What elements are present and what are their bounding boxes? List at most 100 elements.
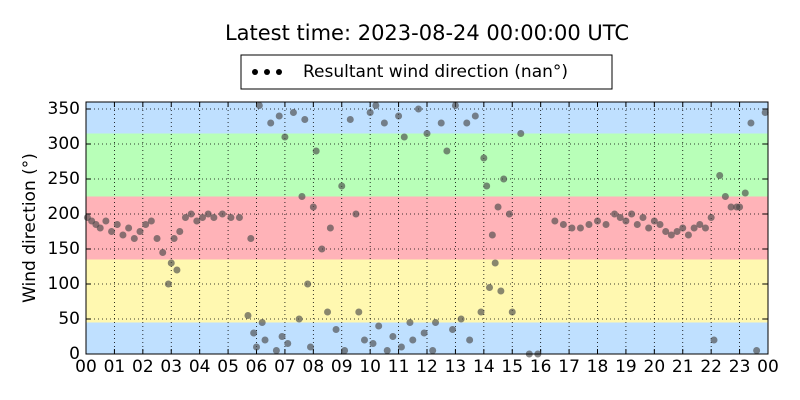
- data-point: [622, 217, 630, 225]
- data-point: [176, 228, 184, 235]
- data-point: [380, 119, 388, 127]
- data-point: [102, 217, 110, 225]
- data-point: [656, 221, 664, 228]
- y-tick-label: 100: [48, 274, 80, 294]
- legend-label: Resultant wind direction (nan°): [303, 62, 568, 82]
- x-tick-label: 05: [217, 357, 239, 377]
- y-tick-label: 250: [48, 169, 80, 189]
- y-tick-label: 350: [48, 99, 80, 119]
- data-point: [301, 116, 309, 123]
- data-point: [281, 133, 289, 141]
- x-tick-label: 14: [473, 357, 495, 377]
- data-point: [360, 336, 368, 344]
- data-point: [494, 203, 502, 211]
- data-point: [451, 102, 459, 109]
- data-point: [616, 214, 624, 221]
- data-point: [491, 259, 499, 267]
- data-point: [633, 221, 641, 228]
- y-axis-label: Wind direction (°): [20, 153, 40, 303]
- data-point: [383, 347, 391, 354]
- data-point: [508, 308, 516, 316]
- data-point: [432, 319, 440, 326]
- data-point: [247, 235, 255, 242]
- data-point: [108, 228, 116, 235]
- x-tick-label: 21: [672, 357, 694, 377]
- data-point: [159, 249, 167, 256]
- data-point: [136, 228, 144, 235]
- data-point: [701, 224, 709, 232]
- data-point: [375, 322, 383, 330]
- x-tick-label: 03: [160, 357, 182, 377]
- legend-marker: [264, 69, 270, 75]
- data-point: [716, 172, 724, 179]
- y-tick-label: 150: [48, 239, 80, 259]
- legend-box: [240, 54, 613, 90]
- data-point: [250, 329, 258, 337]
- x-tick-label: 16: [530, 357, 552, 377]
- data-point: [244, 312, 252, 319]
- data-point: [409, 336, 417, 344]
- data-point: [753, 347, 761, 354]
- data-point: [551, 217, 559, 225]
- y-tick-label: 0: [69, 344, 80, 364]
- data-point: [389, 333, 397, 340]
- data-point: [218, 210, 226, 218]
- x-tick-label: 20: [644, 357, 666, 377]
- x-tick-label: 13: [445, 357, 467, 377]
- data-point: [318, 245, 326, 253]
- y-tick-label: 50: [58, 309, 80, 329]
- x-tick-label: 12: [416, 357, 438, 377]
- data-point: [324, 308, 332, 316]
- data-point: [284, 340, 292, 347]
- data-point: [679, 224, 687, 232]
- data-point: [406, 319, 414, 326]
- data-point: [142, 221, 150, 228]
- data-point: [662, 228, 670, 235]
- data-point: [332, 326, 340, 333]
- data-point: [429, 347, 437, 354]
- data-point: [253, 343, 260, 351]
- data-point: [483, 182, 491, 190]
- data-point: [355, 308, 363, 316]
- data-point: [295, 315, 303, 323]
- data-point: [594, 217, 601, 225]
- x-tick-label: 07: [274, 357, 296, 377]
- data-point: [275, 112, 283, 120]
- data-point: [289, 109, 297, 116]
- data-point: [366, 109, 374, 116]
- y-tick-label: 300: [48, 134, 80, 154]
- data-point: [684, 231, 692, 239]
- data-point: [312, 147, 320, 155]
- data-point: [741, 189, 749, 197]
- x-tick-label: 04: [189, 357, 211, 377]
- data-point: [309, 203, 317, 211]
- x-tick-label: 17: [558, 357, 580, 377]
- chart-title: Latest time: 2023-08-24 00:00:00 UTC: [225, 21, 629, 45]
- data-point: [457, 315, 465, 323]
- data-point: [96, 224, 104, 232]
- x-tick-label: 01: [104, 357, 126, 377]
- data-point: [517, 130, 525, 137]
- data-point: [650, 217, 658, 225]
- data-point: [341, 347, 349, 354]
- data-point: [204, 210, 212, 218]
- data-point: [707, 214, 715, 221]
- data-point: [272, 347, 280, 354]
- data-point: [488, 231, 496, 239]
- data-point: [395, 112, 403, 120]
- data-point: [696, 221, 704, 228]
- data-point: [639, 214, 647, 221]
- data-point: [170, 235, 178, 242]
- data-point: [113, 221, 121, 228]
- data-point: [267, 119, 275, 127]
- data-point: [261, 336, 269, 344]
- data-point: [667, 231, 675, 239]
- data-point: [278, 333, 286, 340]
- data-point: [326, 224, 334, 232]
- data-point: [227, 214, 235, 221]
- data-point: [199, 214, 207, 221]
- data-point: [119, 231, 127, 239]
- data-point: [423, 130, 431, 137]
- data-point: [673, 228, 681, 235]
